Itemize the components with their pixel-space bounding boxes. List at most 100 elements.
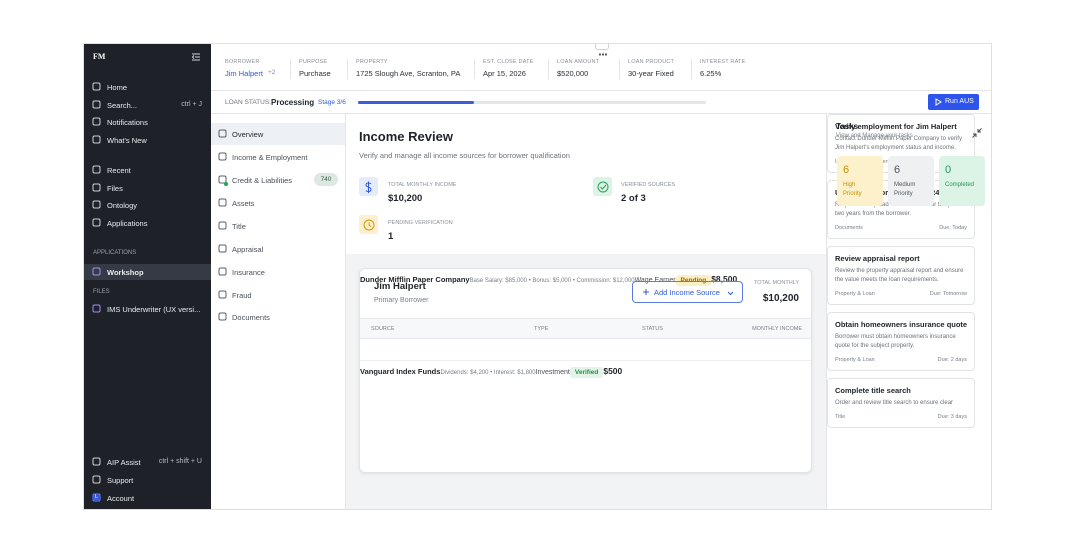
icon-svg	[643, 289, 649, 295]
add-income-button[interactable]: Add Income Source	[632, 281, 743, 303]
field-label: EST. CLOSE DATE	[483, 59, 534, 65]
icon	[218, 198, 227, 209]
nav-item[interactable]: Account L	[84, 490, 211, 506]
task-tag: Documents	[835, 225, 863, 231]
status-label: LOAN STATUS:	[225, 99, 271, 106]
icon-shape	[604, 53, 608, 56]
column-header: MONTHLY INCOME	[752, 326, 802, 332]
task-footer: Property & Loan Due: 2 days	[835, 357, 967, 363]
icon	[92, 135, 101, 146]
run-aus-button[interactable]: Run AUS	[928, 94, 979, 110]
divider	[548, 59, 549, 79]
icon	[92, 82, 101, 93]
nav-item[interactable]: Recent	[84, 162, 211, 178]
section-nav-item[interactable]: Title	[211, 215, 345, 237]
section-nav-item[interactable]: Income & Employment	[211, 146, 345, 168]
icon-svg	[92, 218, 101, 227]
task-card[interactable]: Review appraisal report Review the proper…	[827, 246, 975, 305]
icon-svg	[218, 267, 227, 276]
section-nav-item[interactable]: Overview	[211, 123, 345, 145]
section-nav-label: Documents	[232, 313, 270, 322]
icon-svg	[218, 221, 227, 230]
field-label: PROPERTY	[356, 59, 388, 65]
icon	[218, 312, 227, 323]
field-value: $520,000	[557, 69, 589, 78]
icon-svg	[92, 304, 101, 313]
nav-item[interactable]: Files	[84, 180, 211, 196]
icon-shape	[218, 175, 227, 184]
table-header: SOURCE TYPE STATUS MONTHLY INCOME	[360, 318, 811, 339]
section-nav-label: Title	[232, 222, 246, 231]
source-detail: Dividends: $4,200 • Interest: $1,800	[440, 370, 536, 376]
nav-item[interactable]: AIP Assist ctrl + shift + U	[84, 454, 211, 470]
section-nav-label: Overview	[232, 130, 264, 139]
nav-label: Notifications	[107, 118, 148, 127]
icon-svg	[218, 312, 227, 321]
icon	[594, 178, 612, 201]
icon-shape	[92, 165, 101, 174]
icon-shape	[92, 82, 101, 91]
section-nav-item[interactable]: Insurance	[211, 261, 345, 283]
loan-header: BORROWER Jim Halpert +2 PURPOSE Purchase PROP…	[211, 44, 991, 91]
nav-item[interactable]: Support	[84, 472, 211, 488]
count-label: Completed	[945, 182, 975, 188]
section-nav-item[interactable]: Documents	[211, 306, 345, 328]
section-nav-label: Insurance	[232, 268, 265, 277]
nav-item[interactable]: IMS Underwriter (UX versi...	[84, 301, 211, 317]
section-nav-item[interactable]: Assets	[211, 192, 345, 214]
divider	[619, 59, 620, 79]
icon-svg	[92, 267, 101, 276]
nav-label: Files	[107, 184, 123, 193]
icon	[972, 125, 982, 143]
tasks-subtitle: View and Manage your tasks	[836, 133, 913, 139]
section-nav-label: Income & Employment	[232, 153, 308, 162]
stat-label: VERIFIED SOURCES	[621, 182, 676, 188]
stat-icon	[359, 215, 378, 234]
icon-shape	[92, 475, 101, 484]
nav-item[interactable]: Notifications	[84, 114, 211, 130]
icon-shape	[599, 184, 606, 190]
column-header: STATUS	[642, 326, 663, 332]
section-nav-item[interactable]: Fraud	[211, 284, 345, 306]
nav-label: Workshop	[107, 268, 144, 277]
borrower-role: Primary Borrower	[374, 297, 429, 304]
nav-label: Home	[107, 83, 128, 92]
section-heading: FILES	[93, 289, 110, 295]
icon	[218, 175, 227, 186]
nav-label: Recent	[107, 166, 131, 175]
nav-item[interactable]: Search... ctrl + J	[84, 97, 211, 113]
nav-label: AIP Assist	[107, 458, 141, 467]
task-card[interactable]: Complete title search Order and review ti…	[827, 378, 975, 428]
tasks-title: Tasks	[836, 122, 859, 131]
nav-item[interactable]: What's New	[84, 132, 211, 148]
divider	[691, 59, 692, 79]
icon-svg	[972, 128, 982, 138]
section-nav-label: Assets	[232, 199, 255, 208]
section-heading: APPLICATIONS	[93, 250, 137, 256]
task-description: Review the property appraisal report and…	[835, 268, 964, 283]
count-row: 6 High Priority 6 Medium Priority 0 Completed	[837, 156, 985, 206]
nav-item[interactable]: Home	[84, 79, 211, 95]
section-nav-item[interactable]: Credit & Liabilities 740	[211, 169, 345, 191]
task-tag: Property & Loan	[835, 291, 875, 297]
task-card[interactable]: Obtain homeowners insurance quote Borrowe…	[827, 312, 975, 371]
divider	[474, 59, 475, 79]
stat-label: PENDING VERIFICATION	[388, 220, 453, 226]
nav-item[interactable]: Ontology	[84, 197, 211, 213]
section-nav-item[interactable]: Appraisal	[211, 238, 345, 260]
icon-shape	[368, 222, 371, 227]
source-name: Vanguard Index Funds	[360, 367, 441, 376]
stat-value: 2 of 3	[621, 193, 646, 204]
task-due: Due: Tomorrow	[929, 291, 967, 297]
status-value: Processing	[271, 98, 315, 107]
icon-shape	[218, 267, 227, 276]
icon-shape	[92, 457, 101, 466]
nav-item[interactable]: Applications	[84, 215, 211, 231]
nav-item[interactable]: Workshop	[84, 264, 211, 280]
total-label: TOTAL MONTHLY	[753, 280, 799, 286]
nav-label: Search...	[107, 101, 138, 110]
icon-shape	[191, 55, 195, 59]
icon-shape	[935, 98, 942, 106]
icon	[360, 216, 378, 239]
income-card: Jim Halpert Primary Borrower Add Income So…	[359, 268, 812, 473]
